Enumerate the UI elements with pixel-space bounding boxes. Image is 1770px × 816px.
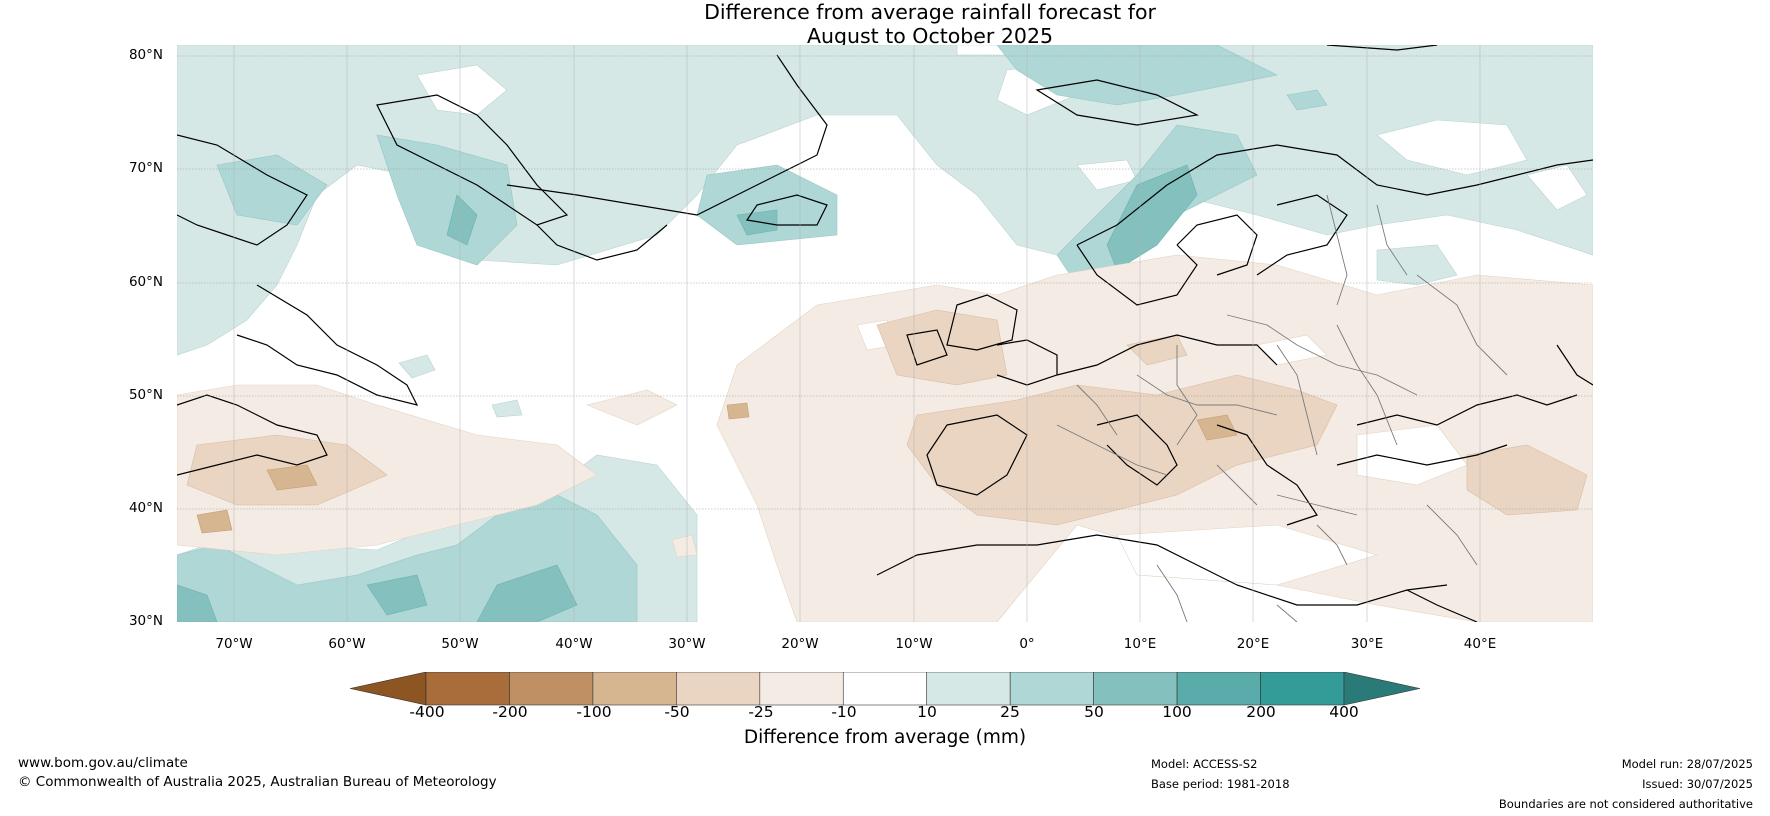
graticule [177, 55, 1593, 510]
lat-label-80n: 80°N [128, 47, 163, 63]
lon-label-0: 0° [1019, 636, 1035, 652]
wet-anomaly-strong [177, 164, 1198, 622]
lon-label-50w: 50°W [441, 636, 479, 652]
lon-label-10e: 10°E [1123, 636, 1157, 652]
title-line-2: August to October 2025 [806, 24, 1054, 48]
colorbar-tick: 10 [917, 703, 937, 721]
colorbar-extend-low [350, 672, 427, 706]
lon-label-70w: 70°W [215, 636, 253, 652]
colorbar-tick: -25 [748, 703, 774, 721]
base-period: Base period: 1981-2018 [1151, 777, 1290, 791]
lon-label-10w: 10°W [895, 636, 933, 652]
colorbar-tick: 25 [1000, 703, 1020, 721]
lon-label-30e: 30°E [1350, 636, 1384, 652]
colorbar-segment [425, 672, 510, 706]
map-title: Difference from average rainfall forecas… [600, 0, 1260, 48]
colorbar-tick: -200 [492, 703, 528, 721]
boundaries-disclaimer: Boundaries are not considered authoritat… [1498, 797, 1753, 811]
colorbar [350, 672, 1420, 706]
lat-label-40n: 40°N [128, 500, 163, 516]
dry-anomaly-strong [196, 402, 1238, 534]
colorbar-segment [926, 672, 1011, 706]
colorbar-label: Difference from average (mm) [743, 727, 1027, 748]
website-link[interactable]: www.bom.gov.au/climate [18, 755, 188, 771]
model-name: Model: ACCESS-S2 [1151, 757, 1258, 771]
lon-label-20e: 20°E [1236, 636, 1270, 652]
colorbar-tick: -400 [409, 703, 445, 721]
colorbar-tick: -100 [576, 703, 612, 721]
country-borders [1056, 194, 1508, 622]
lat-label-30n: 30°N [128, 613, 163, 629]
colorbar-segment [1009, 672, 1094, 706]
colorbar-segment [509, 672, 594, 706]
rainfall-anomaly-map [177, 45, 1593, 622]
lat-label-70n: 70°N [128, 160, 163, 176]
colorbar-segment [1093, 672, 1178, 706]
copyright-notice: © Commonwealth of Australia 2025, Austra… [18, 774, 497, 790]
colorbar-tick: 100 [1162, 703, 1192, 721]
lon-label-60w: 60°W [328, 636, 366, 652]
issued-date: Issued: 30/07/2025 [1642, 777, 1753, 791]
title-line-1: Difference from average rainfall forecas… [704, 0, 1156, 24]
colorbar-segment [676, 672, 761, 706]
model-run-date: Model run: 28/07/2025 [1621, 757, 1753, 771]
colorbar-segment [592, 672, 677, 706]
colorbar-tick: 50 [1084, 703, 1104, 721]
colorbar-tick: -50 [664, 703, 690, 721]
colorbar-extend-high [1343, 672, 1420, 706]
lon-label-40w: 40°W [555, 636, 593, 652]
lat-label-50n: 50°N [128, 387, 163, 403]
colorbar-segment [759, 672, 844, 706]
lon-label-40e: 40°E [1463, 636, 1497, 652]
colorbar-tick: 400 [1329, 703, 1359, 721]
colorbar-tick: 200 [1246, 703, 1276, 721]
colorbar-tick: -10 [831, 703, 857, 721]
coastlines [177, 45, 1593, 622]
lat-label-60n: 60°N [128, 274, 163, 290]
colorbar-segment [1260, 672, 1345, 706]
lon-label-30w: 30°W [668, 636, 706, 652]
colorbar-segment [842, 672, 928, 706]
meridians [233, 45, 1481, 622]
colorbar-segment [1176, 672, 1261, 706]
lon-label-20w: 20°W [781, 636, 819, 652]
